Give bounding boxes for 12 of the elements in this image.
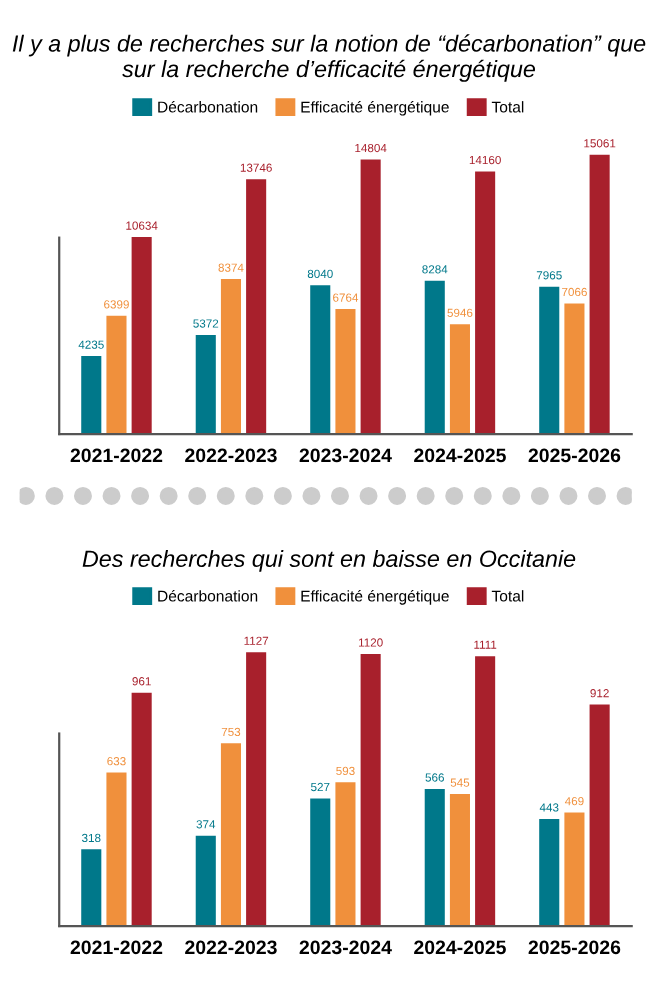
x-tick-label: 2024-2025 [414,448,506,463]
x-tick-label: 2021-2022 [70,448,163,463]
chart-title: Il y a plus de recherches sur la notion de “décarbonation” que sur la recherche d’efficacité énergétique [12,34,646,82]
x-tick-label: 2024-2025 [414,940,506,955]
x-tick-label: 2022-2023 [185,940,277,955]
chart-title: Des recherches qui sont en baisse en Occitanie [82,549,576,572]
x-tick-label: 2022-2023 [185,448,277,463]
x-tick-label: 2021-2022 [70,940,163,955]
x-tick-label: 2025-2026 [528,940,621,955]
x-tick-label: 2023-2024 [299,940,392,955]
x-tick-label: 2025-2026 [528,448,621,463]
x-tick-label: 2023-2024 [299,448,392,463]
